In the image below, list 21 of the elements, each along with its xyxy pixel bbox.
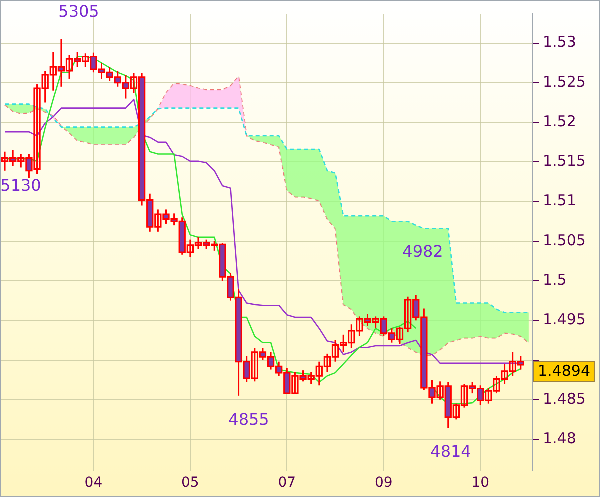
- x-tick-label: 05: [182, 475, 200, 492]
- y-tick-label: 1.525: [543, 72, 586, 91]
- y-tick-label: 1.48: [543, 429, 576, 448]
- x-tick-label: 07: [278, 475, 296, 492]
- y-tick-label: 1.51: [543, 192, 576, 210]
- y-tick-label: 1.485: [543, 390, 586, 408]
- y-tick-label: 1.505: [543, 231, 586, 250]
- y-tick-label: 1.5: [543, 270, 567, 289]
- annotation: 5305: [58, 2, 100, 22]
- x-tick-label: 04: [84, 475, 103, 492]
- annotation: 4982: [402, 242, 444, 262]
- x-tick-label: 09: [374, 475, 393, 492]
- x-tick-label: 10: [472, 475, 490, 492]
- y-tick-label: 1.52: [543, 112, 576, 130]
- annotation: 4814: [430, 442, 472, 462]
- y-tick-label: 1.495: [543, 310, 586, 329]
- annotation: 5130: [0, 176, 42, 196]
- y-tick-label: 1.515: [543, 152, 586, 170]
- text: 1.4894: [538, 362, 590, 380]
- annotation: 4855: [228, 410, 270, 430]
- y-tick-label: 1.53: [543, 33, 576, 52]
